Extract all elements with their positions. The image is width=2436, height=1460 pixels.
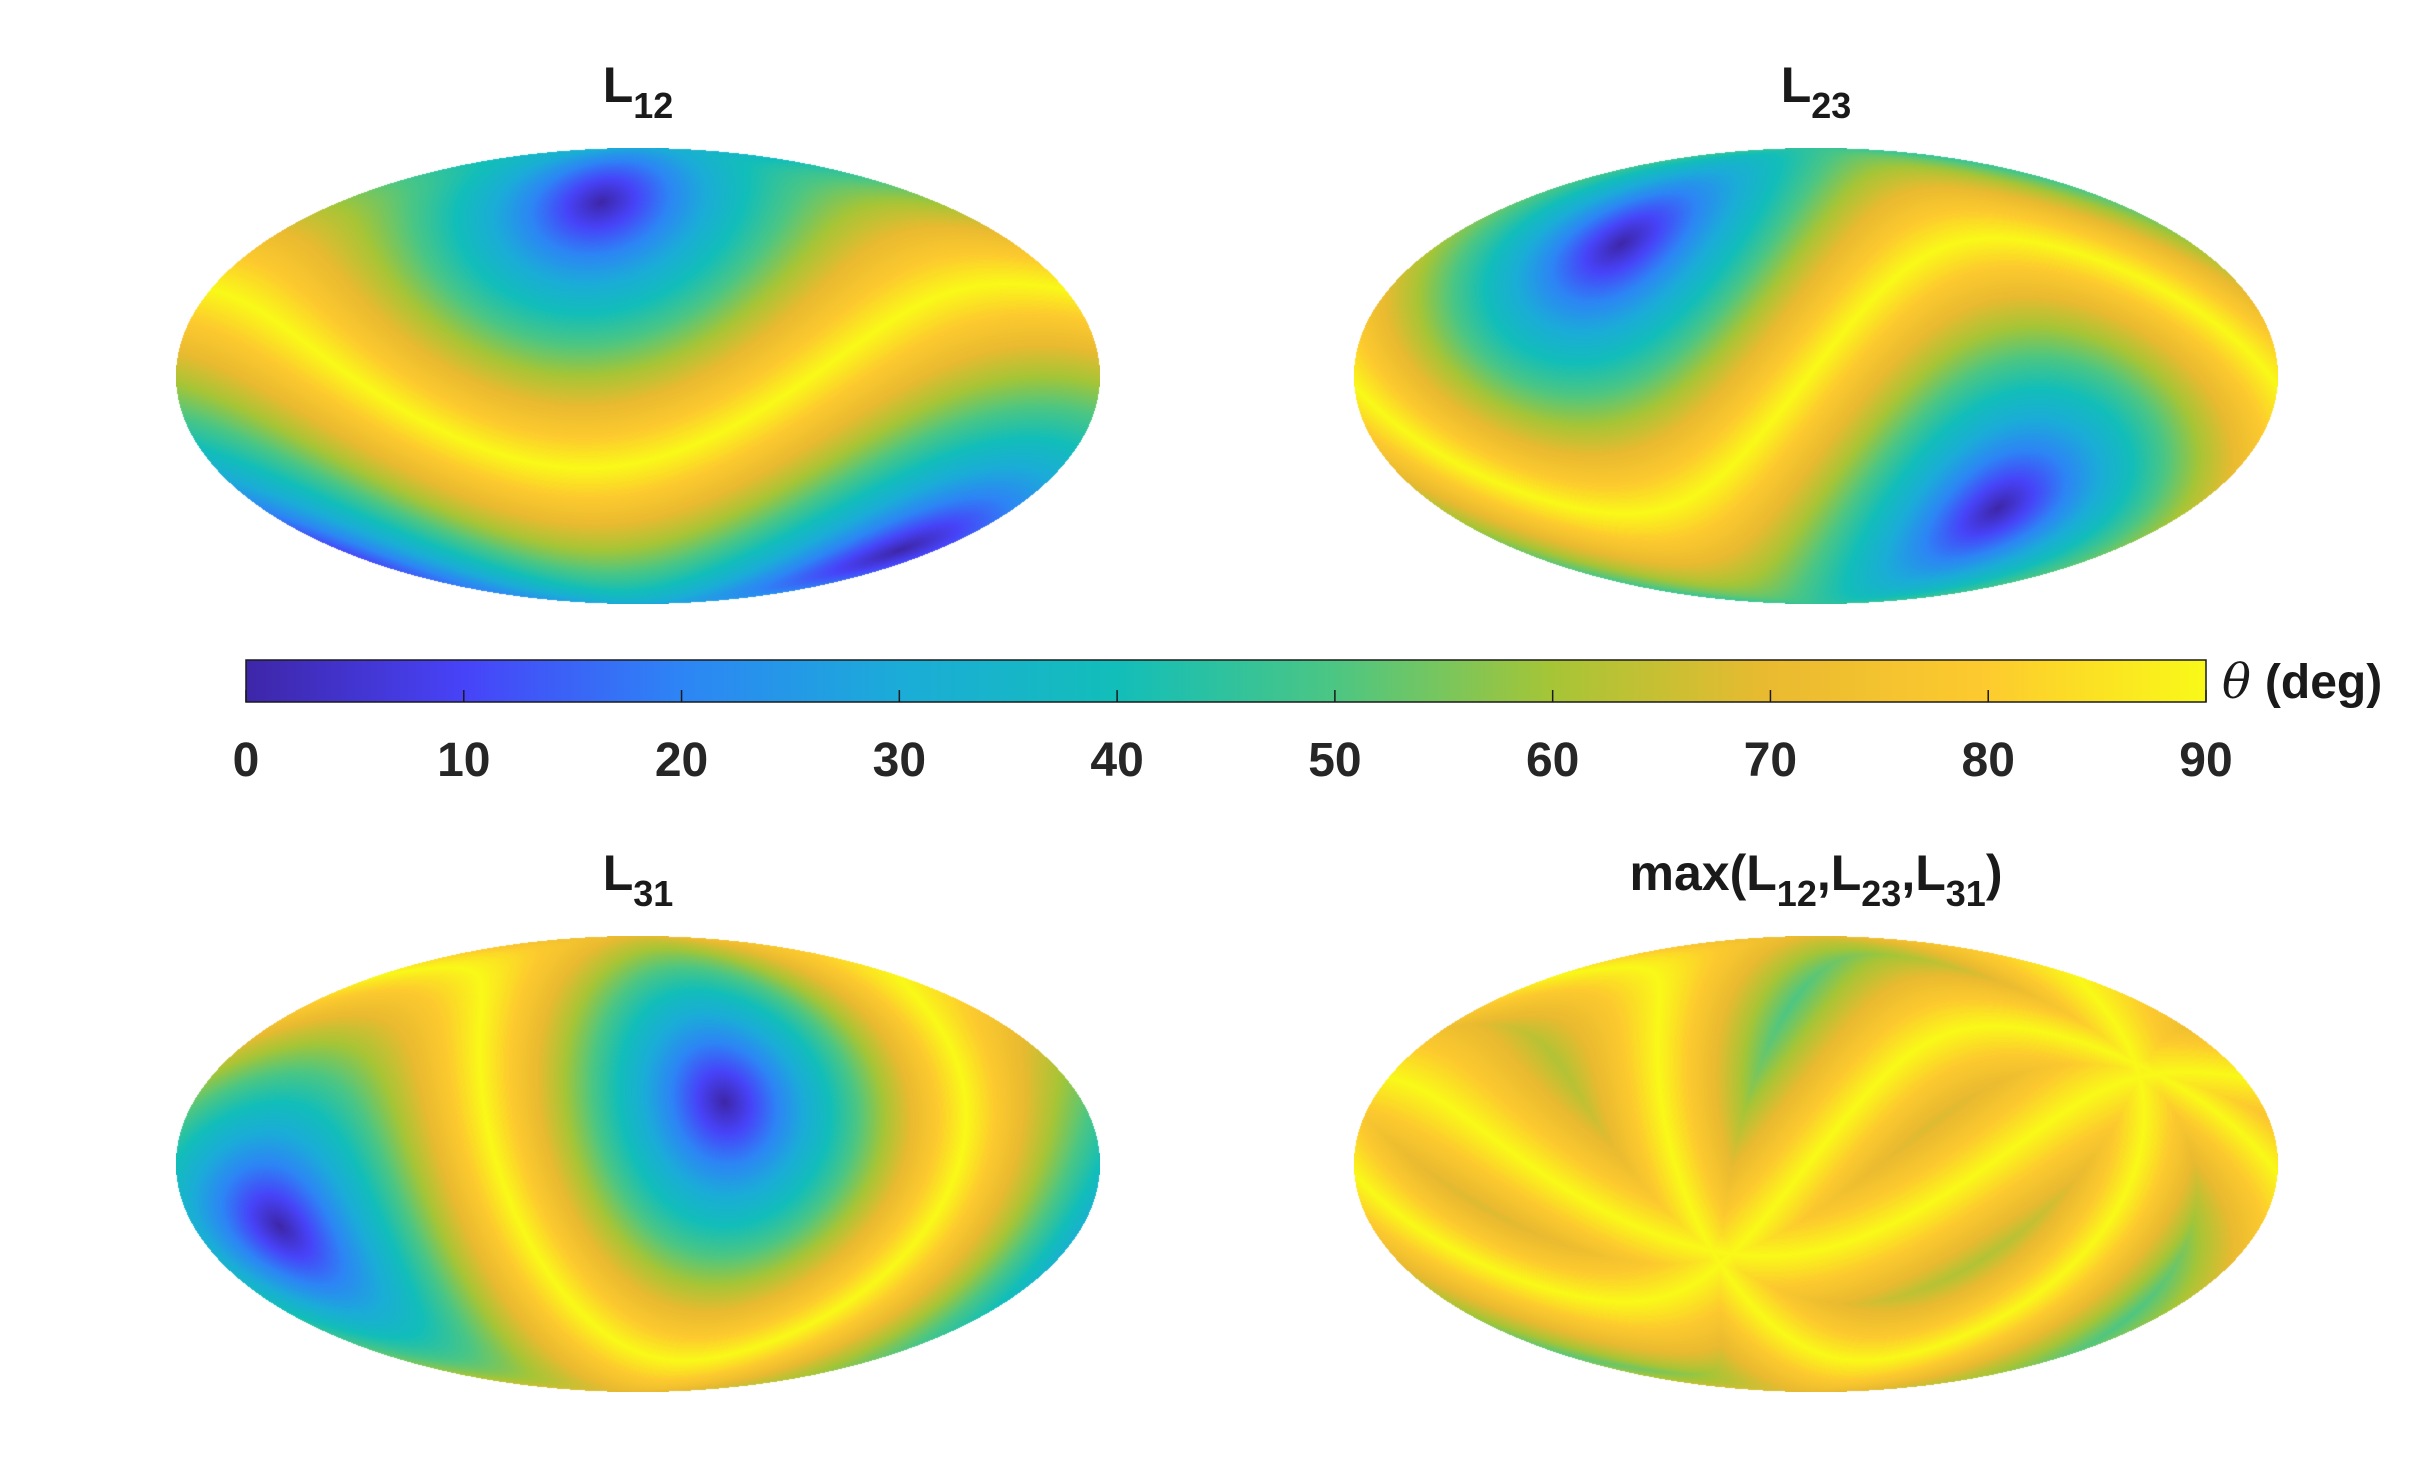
map-panel-3 — [176, 936, 1100, 1392]
colorbar-tick-label: 90 — [2179, 734, 2232, 787]
panel-2-title: L23 — [1781, 57, 1852, 126]
colorbar-ticks: 0 10 20 30 40 50 60 70 80 90 — [233, 690, 2233, 787]
colorbar-tick-label: 60 — [1526, 734, 1579, 787]
colorbar-tick-label: 70 — [1744, 734, 1797, 787]
colorbar-label: θ (deg) — [2222, 654, 2382, 710]
colorbar-tick-label: 0 — [233, 734, 260, 787]
colorbar-tick-label: 80 — [1962, 734, 2015, 787]
colorbar-tick-label: 40 — [1090, 734, 1143, 787]
map-panel-2 — [1354, 148, 2278, 604]
colorbar-tick-label: 30 — [873, 734, 926, 787]
map-panels — [176, 148, 2278, 1392]
map-panel-4 — [1354, 936, 2278, 1392]
svg-text:max(L12,L23,L31): max(L12,L23,L31) — [1630, 845, 2003, 914]
panel-3-title: L31 — [603, 845, 674, 914]
panel-1-title: L12 — [603, 57, 674, 126]
colorbar-tick-label: 50 — [1308, 734, 1361, 787]
colorbar-tick-label: 10 — [437, 734, 490, 787]
svg-text:L23: L23 — [1781, 57, 1852, 126]
colorbar: 0 10 20 30 40 50 60 70 80 90 θ (deg) — [233, 654, 2383, 787]
svg-text:L31: L31 — [603, 845, 674, 914]
svg-text:L12: L12 — [603, 57, 674, 126]
colorbar-tick-label: 20 — [655, 734, 708, 787]
colorbar-gradient — [245, 659, 2207, 703]
panel-4-title: max(L12,L23,L31) — [1630, 845, 2003, 914]
map-panel-1 — [176, 148, 1100, 604]
